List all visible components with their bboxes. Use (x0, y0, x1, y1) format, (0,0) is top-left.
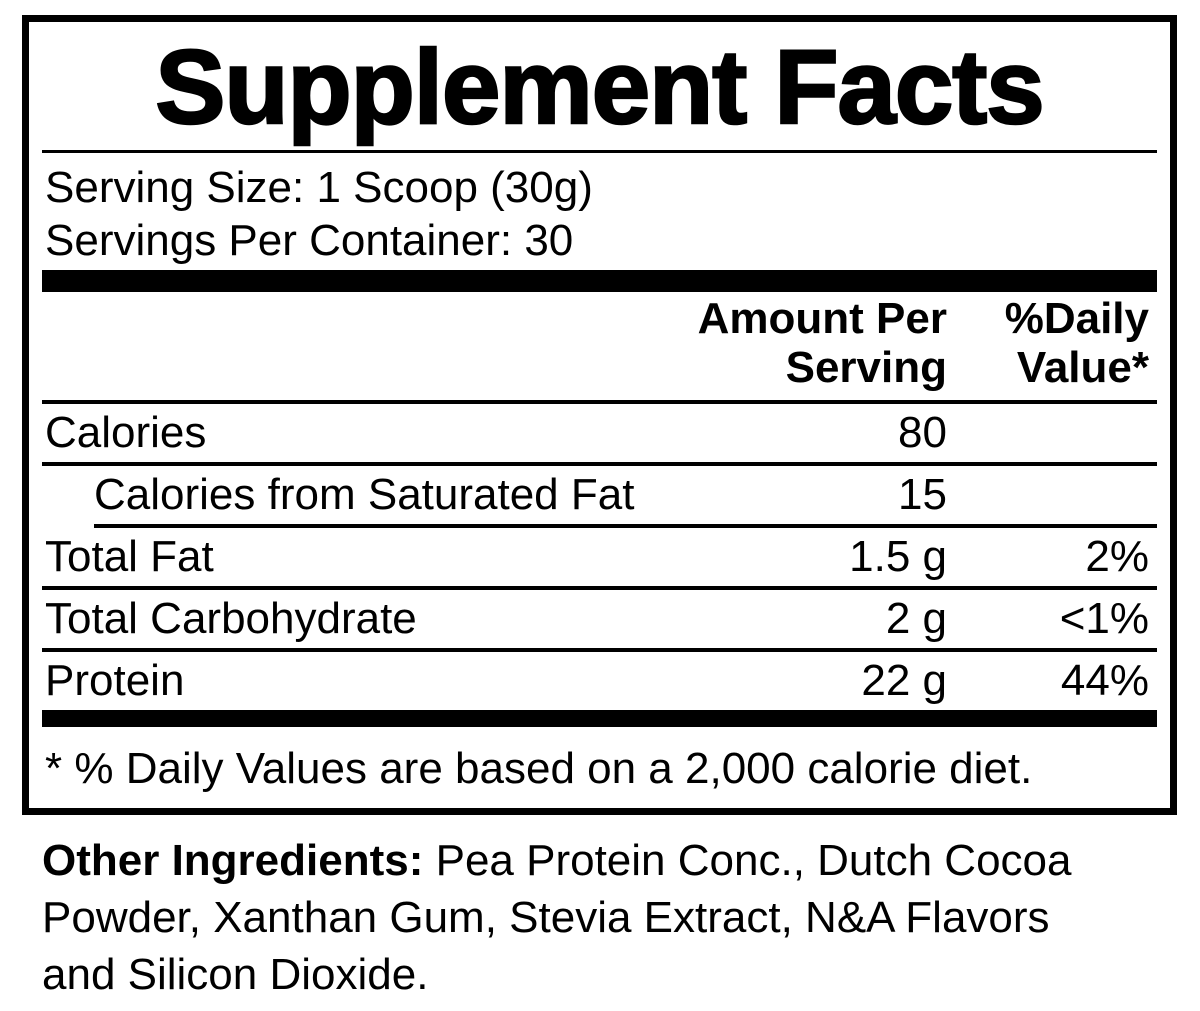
table-row: Calories from Saturated Fat 15 (42, 466, 1157, 524)
nutrient-name: Calories (45, 408, 207, 457)
nutrient-amount: 2 g (885, 594, 947, 643)
other-ingredients-text: Pea Protein Conc., Dutch Cocoa Powder, X… (42, 836, 1072, 999)
table-row: Total Fat 1.5 g 2% (42, 528, 1157, 586)
nutrient-daily-value: 44% (1060, 656, 1149, 705)
table-row: Total Carbohydrate 2 g <1% (42, 590, 1157, 648)
header-divider (42, 400, 1157, 404)
serving-size-text: Serving Size: 1 Scoop (30g) (45, 163, 593, 212)
row-divider (42, 586, 1157, 590)
other-ingredients: Other Ingredients: Pea Protein Conc., Du… (42, 832, 1107, 1003)
serving-info: Serving Size: 1 Scoop (30g) Servings Per… (42, 153, 1157, 270)
other-ingredients-label: Other Ingredients: (42, 836, 424, 885)
row-divider (42, 462, 1157, 466)
table-row: Calories 80 (42, 404, 1157, 462)
servings-per-container-text: Servings Per Container: 30 (45, 216, 574, 265)
table-row: Protein 22 g 44% (42, 652, 1157, 710)
nutrient-amount: 15 (898, 470, 947, 519)
row-divider (42, 648, 1157, 652)
daily-value-header: %Daily Value* (1004, 294, 1149, 392)
nutrient-name: Total Carbohydrate (45, 594, 417, 643)
amount-per-serving-header: Amount Per Serving (697, 294, 947, 392)
row-divider-indented (94, 524, 1157, 528)
section-bar-bottom (42, 710, 1157, 727)
nutrient-name: Protein (45, 656, 185, 705)
nutrient-daily-value: <1% (1059, 594, 1149, 643)
panel-title: Supplement Facts (154, 28, 1046, 148)
title-divider (42, 150, 1157, 153)
nutrient-amount: 22 g (861, 656, 947, 705)
nutrient-name: Calories from Saturated Fat (94, 470, 635, 519)
facts-panel: Supplement Facts Serving Size: 1 Scoop (… (22, 15, 1177, 815)
daily-value-footnote: * % Daily Values are based on a 2,000 ca… (45, 744, 1033, 793)
nutrient-name: Total Fat (45, 532, 214, 581)
table-header: Amount Per Serving %Daily Value* (42, 292, 1157, 400)
section-bar-top (42, 270, 1157, 292)
nutrient-daily-value: 2% (1085, 532, 1149, 581)
nutrient-amount: 1.5 g (849, 532, 947, 581)
nutrient-amount: 80 (898, 408, 947, 457)
